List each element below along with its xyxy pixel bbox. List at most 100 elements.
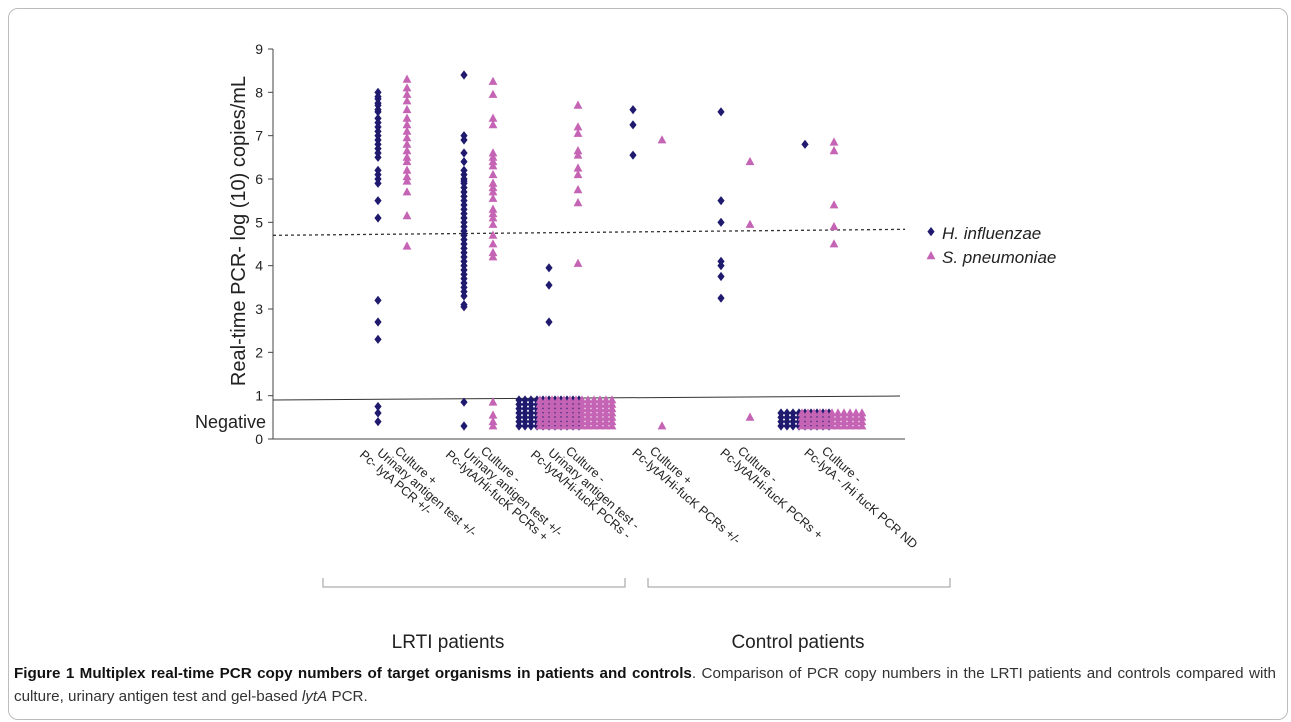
h-influenzae-point <box>374 295 382 305</box>
s-pneumoniae-point <box>797 416 807 426</box>
s-pneumoniae-point <box>553 408 563 417</box>
s-pneumoniae-point <box>577 399 587 408</box>
s-pneumoniae-point <box>745 219 755 228</box>
figure-caption: Figure 1 Multiplex real-time PCR copy nu… <box>14 662 1276 708</box>
s-pneumoniae-point <box>565 408 575 417</box>
s-pneumoniae-point <box>589 399 599 408</box>
h-influenzae-point <box>460 70 468 80</box>
h-influenzae-point <box>545 263 553 273</box>
h-influenzae-point <box>460 421 468 431</box>
s-pneumoniae-point <box>601 399 611 408</box>
s-pneumoniae-point <box>402 96 412 105</box>
s-pneumoniae-point <box>821 412 831 421</box>
h-influenzae-point <box>629 105 637 115</box>
s-pneumoniae-point <box>839 408 849 417</box>
s-pneumoniae-point <box>815 408 825 417</box>
figure-frame <box>8 8 1288 720</box>
s-pneumoniae-point <box>565 421 575 430</box>
s-pneumoniae-point <box>541 399 551 408</box>
s-pneumoniae-point <box>573 169 583 179</box>
s-pneumoniae-point <box>488 120 498 129</box>
h-influenzae-point <box>717 271 725 282</box>
s-pneumoniae-point <box>573 146 583 155</box>
s-pneumoniae-point <box>488 204 498 213</box>
s-pneumoniae-point <box>553 412 563 421</box>
s-pneumoniae-point <box>827 412 837 421</box>
s-pneumoniae-point <box>573 163 583 172</box>
h-influenzae-point <box>527 395 535 405</box>
y-tick-label: 1 <box>255 388 263 404</box>
s-pneumoniae-point <box>402 211 412 220</box>
s-pneumoniae-point <box>488 113 498 122</box>
s-pneumoniae-point <box>815 421 825 430</box>
y-tick-label: 4 <box>255 258 263 274</box>
s-pneumoniae-point <box>803 408 813 417</box>
s-pneumoniae-point <box>547 399 557 408</box>
s-pneumoniae-point <box>827 421 837 430</box>
s-pneumoniae-point <box>803 416 813 426</box>
s-pneumoniae-point <box>607 408 617 417</box>
legend-s-pneumoniae-label: S. pneumoniae <box>942 248 1056 267</box>
s-pneumoniae-point <box>488 208 498 218</box>
s-pneumoniae-point <box>607 416 617 426</box>
y-tick-label: 2 <box>255 344 263 360</box>
s-pneumoniae-point <box>815 416 825 426</box>
s-pneumoniae-point <box>589 408 599 417</box>
caption-title: Multiplex real-time PCR copy numbers of … <box>79 665 692 682</box>
h-influenzae-point <box>545 317 553 327</box>
s-pneumoniae-point <box>845 416 855 426</box>
s-pneumoniae-point <box>809 412 819 421</box>
s-pneumoniae-point <box>583 412 593 421</box>
s-pneumoniae-point <box>565 412 575 421</box>
s-pneumoniae-point <box>488 230 498 239</box>
s-pneumoniae-point <box>488 247 498 257</box>
h-influenzae-point <box>460 157 468 167</box>
s-pneumoniae-point <box>488 187 498 196</box>
s-pneumoniae-point <box>488 76 498 85</box>
legend-s-pneumoniae-marker <box>926 251 936 260</box>
h-influenzae-point <box>717 107 725 117</box>
s-pneumoniae-point <box>541 412 551 421</box>
h-influenzae-point <box>460 148 468 158</box>
s-pneumoniae-point <box>547 408 557 417</box>
s-pneumoniae-point <box>839 421 849 430</box>
y-tick-label: 7 <box>255 128 263 144</box>
s-pneumoniae-point <box>488 152 498 161</box>
s-pneumoniae-point <box>573 258 583 267</box>
s-pneumoniae-point <box>565 403 575 413</box>
s-pneumoniae-point <box>583 395 593 404</box>
s-pneumoniae-point <box>571 395 581 404</box>
s-pneumoniae-point <box>535 395 545 404</box>
h-influenzae-point <box>717 293 725 303</box>
s-pneumoniae-point <box>821 408 831 417</box>
s-pneumoniae-point <box>845 412 855 421</box>
s-pneumoniae-point <box>589 395 599 404</box>
s-pneumoniae-point <box>402 241 412 250</box>
s-pneumoniae-point <box>595 412 605 421</box>
h-influenzae-point <box>460 291 468 301</box>
s-pneumoniae-point <box>559 399 569 408</box>
group-label-control: Control patients <box>731 632 864 653</box>
s-pneumoniae-point <box>488 161 498 170</box>
y-tick-label: 6 <box>255 171 263 187</box>
s-pneumoniae-point <box>589 412 599 421</box>
s-pneumoniae-point <box>577 416 587 426</box>
h-influenzae-point <box>374 107 382 117</box>
s-pneumoniae-point <box>553 399 563 408</box>
s-pneumoniae-point <box>541 421 551 430</box>
h-influenzae-point <box>374 334 382 344</box>
s-pneumoniae-point <box>535 399 545 408</box>
s-pneumoniae-point <box>595 399 605 408</box>
s-pneumoniae-point <box>577 403 587 413</box>
y-tick-label: 5 <box>255 214 263 230</box>
h-influenzae-point <box>515 395 523 405</box>
s-pneumoniae-point <box>589 403 599 413</box>
s-pneumoniae-point <box>402 126 412 135</box>
s-pneumoniae-point <box>839 412 849 421</box>
s-pneumoniae-point <box>488 89 498 98</box>
s-pneumoniae-point <box>553 416 563 426</box>
s-pneumoniae-point <box>488 252 498 261</box>
h-influenzae-point <box>460 135 468 145</box>
s-pneumoniae-point <box>559 395 569 404</box>
s-pneumoniae-point <box>547 421 557 430</box>
